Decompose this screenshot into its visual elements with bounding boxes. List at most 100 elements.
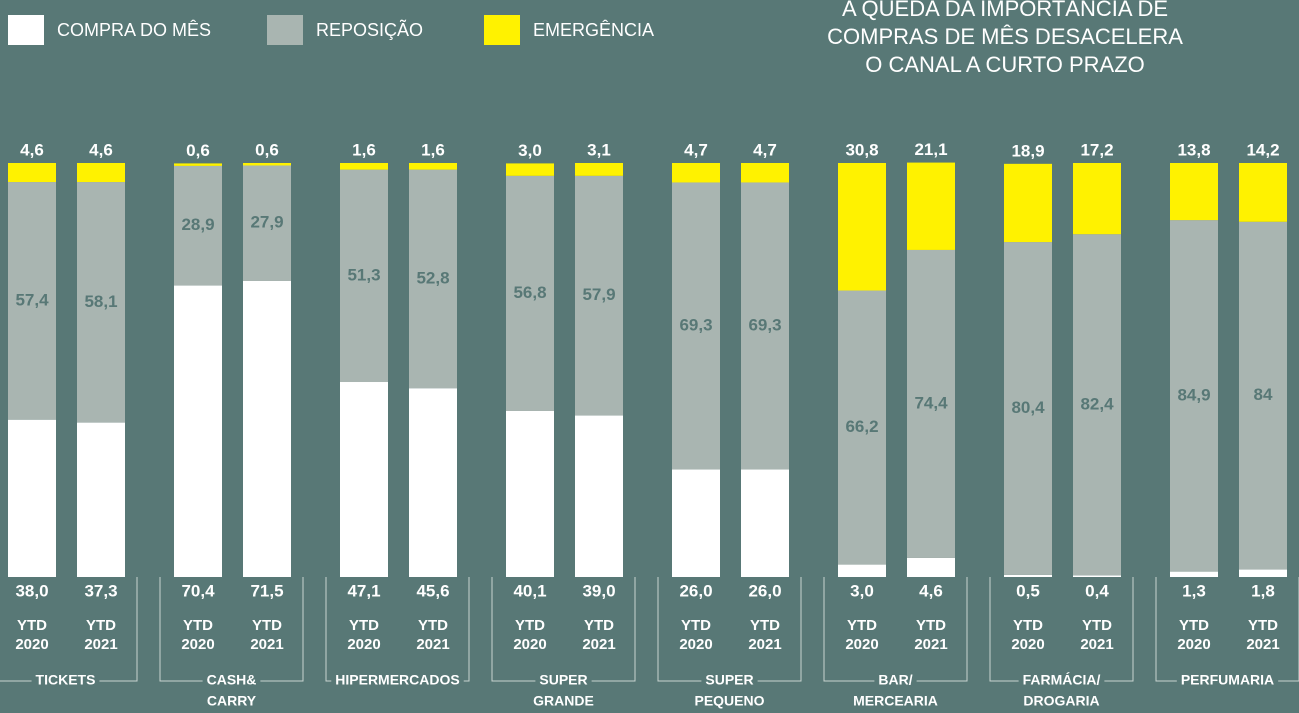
legend-swatch	[484, 15, 520, 45]
group-label: SUPER	[705, 672, 753, 688]
bar-segment	[1170, 163, 1218, 221]
value-label: 74,4	[914, 393, 948, 412]
bar-segment	[838, 564, 886, 577]
value-label: 28,9	[181, 215, 214, 234]
bar-segment	[243, 280, 291, 577]
value-label: 47,1	[347, 581, 380, 600]
value-label: 3,0	[850, 581, 874, 600]
value-label: 1,6	[352, 140, 376, 159]
group-bracket	[491, 577, 636, 682]
chart-title: A QUEDA DA IMPORTÂNCIA DE	[842, 0, 1168, 21]
value-label: 13,8	[1177, 140, 1210, 159]
value-label: 39,0	[582, 581, 615, 600]
group-label: MERCEARIA	[853, 693, 938, 709]
bar-segment	[1170, 571, 1218, 577]
legend-label: COMPRA DO MÊS	[57, 20, 211, 40]
x-tick-label: YTD	[1179, 617, 1209, 634]
x-tick-label: 2021	[416, 636, 449, 653]
bar-segment	[8, 182, 56, 420]
value-label: 56,8	[513, 283, 546, 302]
bar-segment	[1170, 220, 1218, 572]
x-tick-label: YTD	[86, 617, 116, 634]
x-tick-label: 2021	[250, 636, 283, 653]
bar-segment	[174, 163, 222, 166]
bar-segment	[77, 163, 125, 183]
bar-segment	[575, 415, 623, 577]
bar-segment	[340, 169, 388, 383]
group-label: GRANDE	[533, 693, 594, 709]
bar-segment	[8, 163, 56, 183]
x-tick-label: YTD	[1248, 617, 1278, 634]
group-bracket	[823, 577, 968, 682]
x-tick-label: 2020	[1177, 636, 1210, 653]
bar-segment	[1073, 234, 1121, 576]
bar-segment	[741, 163, 789, 183]
value-label: 71,5	[250, 581, 283, 600]
legend-swatch	[8, 15, 44, 45]
value-label: 1,3	[1182, 581, 1206, 600]
bar-segment	[672, 163, 720, 183]
x-tick-label: YTD	[252, 617, 282, 634]
value-label: 38,0	[15, 581, 48, 600]
x-tick-label: 2020	[845, 636, 878, 653]
value-label: 82,4	[1080, 394, 1114, 413]
x-tick-label: 2021	[748, 636, 781, 653]
value-label: 57,4	[15, 290, 49, 309]
bar-segment	[1004, 574, 1052, 577]
value-label: 3,0	[518, 141, 542, 160]
x-tick-label: 2021	[84, 636, 117, 653]
x-tick-label: YTD	[916, 617, 946, 634]
bar-segment	[741, 182, 789, 470]
group-label: DROGARIA	[1023, 693, 1099, 709]
bar-segment	[8, 419, 56, 577]
chart-title: O CANAL A CURTO PRAZO	[865, 52, 1145, 77]
bar-segment	[1239, 221, 1287, 570]
value-label: 26,0	[748, 581, 781, 600]
value-label: 0,6	[186, 141, 210, 160]
group-bracket	[657, 577, 802, 682]
group-bracket	[0, 577, 138, 682]
x-tick-label: YTD	[1082, 617, 1112, 634]
value-label: 4,7	[684, 140, 708, 159]
bar-segment	[243, 165, 291, 281]
bar-segment	[409, 388, 457, 577]
value-label: 51,3	[347, 265, 380, 284]
bar-segment	[1004, 242, 1052, 575]
x-tick-label: 2021	[1246, 636, 1279, 653]
group-label: CASH&	[207, 672, 257, 688]
value-label: 3,1	[587, 140, 611, 159]
value-label: 14,2	[1246, 140, 1279, 159]
x-tick-label: YTD	[584, 617, 614, 634]
x-tick-label: YTD	[418, 617, 448, 634]
legend-label: EMERGÊNCIA	[533, 20, 654, 40]
bar-segment	[1004, 163, 1052, 243]
bar-segment	[1073, 575, 1121, 577]
x-tick-label: 2021	[1080, 636, 1113, 653]
chart-title: COMPRAS DE MÊS DESACELERA	[827, 24, 1183, 49]
value-label: 4,6	[919, 581, 943, 600]
bar-segment	[838, 290, 886, 565]
x-tick-label: YTD	[750, 617, 780, 634]
bar-segment	[243, 163, 291, 166]
value-label: 26,0	[679, 581, 712, 600]
x-tick-label: YTD	[349, 617, 379, 634]
group-bracket	[159, 577, 304, 682]
bar-segment	[672, 182, 720, 470]
bar-segment	[506, 163, 554, 176]
value-label: 0,6	[255, 140, 279, 159]
value-label: 1,8	[1251, 581, 1275, 600]
bar-segment	[1239, 163, 1287, 222]
x-tick-label: 2020	[679, 636, 712, 653]
value-label: 70,4	[181, 581, 215, 600]
x-tick-label: YTD	[1013, 617, 1043, 634]
bar-segment	[907, 249, 955, 558]
group-bracket	[325, 577, 470, 682]
x-tick-label: YTD	[847, 617, 877, 634]
legend-swatch	[267, 15, 303, 45]
x-tick-label: 2020	[1011, 636, 1044, 653]
value-label: 18,9	[1011, 141, 1044, 160]
value-label: 37,3	[84, 581, 117, 600]
x-tick-label: 2021	[914, 636, 947, 653]
